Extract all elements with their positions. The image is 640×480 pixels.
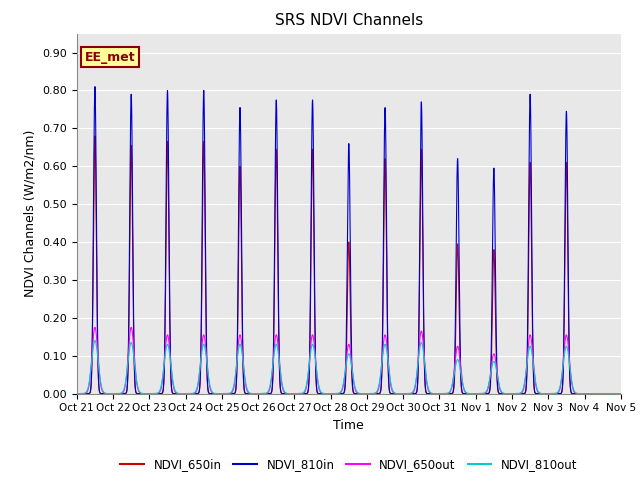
Legend: NDVI_650in, NDVI_810in, NDVI_650out, NDVI_810out: NDVI_650in, NDVI_810in, NDVI_650out, NDV… [116,454,582,476]
NDVI_650in [617,391,625,396]
NDVI_810out [73,391,81,396]
X-axis label: Time: Time [333,419,364,432]
NDVI_810in [615,391,623,396]
NDVI_810in [184,391,191,396]
NDVI_810in [501,391,509,396]
NDVI_810out [276,370,284,375]
Line: NDVI_810in: NDVI_810in [77,87,621,394]
NDVI_810out [615,391,623,396]
NDVI_650out [617,391,625,396]
Line: NDVI_650out: NDVI_650out [77,327,621,394]
Title: SRS NDVI Channels: SRS NDVI Channels [275,13,423,28]
NDVI_810out [184,391,191,396]
NDVI_650out [189,391,197,396]
NDVI_810in [617,391,625,396]
NDVI_810out [189,390,197,396]
NDVI_650in [501,391,509,396]
NDVI_650out [184,391,191,396]
NDVI_650in [424,391,431,396]
NDVI_810out [424,384,431,389]
NDVI_650in [73,391,81,396]
NDVI_810out [91,337,99,343]
Line: NDVI_650in: NDVI_650in [77,136,621,394]
NDVI_810in [189,391,197,396]
NDVI_650out [501,391,509,396]
NDVI_810in [424,391,431,396]
NDVI_650in [189,391,197,396]
NDVI_650out [73,391,81,396]
Line: NDVI_810out: NDVI_810out [77,340,621,394]
NDVI_650in [91,133,99,139]
NDVI_650out [276,371,284,376]
NDVI_810in [73,391,81,396]
NDVI_810out [501,391,509,396]
NDVI_650in [276,387,284,393]
NDVI_650out [91,324,99,330]
NDVI_810in [91,84,99,90]
NDVI_650out [424,385,431,391]
Y-axis label: NDVI Channels (W/m2/nm): NDVI Channels (W/m2/nm) [24,130,36,297]
Text: EE_met: EE_met [85,50,136,63]
NDVI_650in [615,391,623,396]
NDVI_650in [184,391,191,396]
NDVI_650out [615,391,623,396]
NDVI_810in [276,386,284,392]
NDVI_810out [617,391,625,396]
